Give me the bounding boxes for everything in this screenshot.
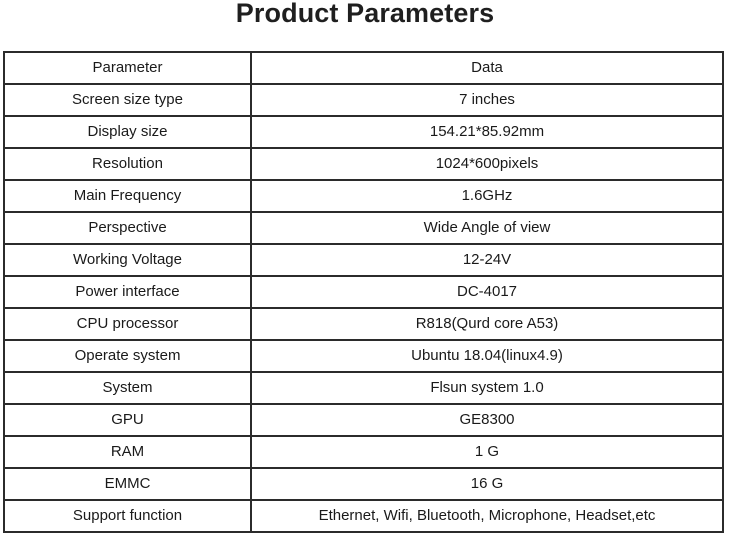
- table-row: RAM 1 G: [3, 435, 724, 469]
- row-value: 12-24V: [250, 243, 724, 277]
- page-title: Product Parameters: [235, 0, 495, 28]
- row-value: 16 G: [250, 467, 724, 501]
- row-label: GPU: [3, 403, 252, 437]
- column-header-data: Data: [250, 51, 724, 85]
- table-row: System Flsun system 1.0: [3, 371, 724, 405]
- row-label: Perspective: [3, 211, 252, 245]
- table-header-row: Parameter Data: [3, 51, 724, 85]
- table-row: GPU GE8300: [3, 403, 724, 437]
- table-row: Resolution 1024*600pixels: [3, 147, 724, 181]
- row-label: Main Frequency: [3, 179, 252, 213]
- column-header-parameter: Parameter: [3, 51, 252, 85]
- row-label: System: [3, 371, 252, 405]
- row-label: EMMC: [3, 467, 252, 501]
- table-body: Parameter Data Screen size type 7 inches…: [3, 51, 724, 533]
- table-row: EMMC 16 G: [3, 467, 724, 501]
- row-label: CPU processor: [3, 307, 252, 341]
- row-value: 154.21*85.92mm: [250, 115, 724, 149]
- table-row: Screen size type 7 inches: [3, 83, 724, 117]
- row-value: Flsun system 1.0: [250, 371, 724, 405]
- row-label: Working Voltage: [3, 243, 252, 277]
- row-value: Ubuntu 18.04(linux4.9): [250, 339, 724, 373]
- table-row: Display size 154.21*85.92mm: [3, 115, 724, 149]
- row-value: 1024*600pixels: [250, 147, 724, 181]
- product-parameters-table: Parameter Data Screen size type 7 inches…: [3, 51, 724, 533]
- row-label: Display size: [3, 115, 252, 149]
- row-label: Power interface: [3, 275, 252, 309]
- row-value: 1.6GHz: [250, 179, 724, 213]
- row-value: GE8300: [250, 403, 724, 437]
- table-row: Support function Ethernet, Wifi, Bluetoo…: [3, 499, 724, 533]
- table-row: Working Voltage 12-24V: [3, 243, 724, 277]
- table-row: CPU processor R818(Qurd core A53): [3, 307, 724, 341]
- row-label: Operate system: [3, 339, 252, 373]
- row-value: R818(Qurd core A53): [250, 307, 724, 341]
- row-label: RAM: [3, 435, 252, 469]
- row-value: 7 inches: [250, 83, 724, 117]
- row-value: DC-4017: [250, 275, 724, 309]
- table-row: Operate system Ubuntu 18.04(linux4.9): [3, 339, 724, 373]
- row-label: Support function: [3, 499, 252, 533]
- row-value: Wide Angle of view: [250, 211, 724, 245]
- row-value: 1 G: [250, 435, 724, 469]
- row-value: Ethernet, Wifi, Bluetooth, Microphone, H…: [250, 499, 724, 533]
- row-label: Resolution: [3, 147, 252, 181]
- table-row: Power interface DC-4017: [3, 275, 724, 309]
- row-label: Screen size type: [3, 83, 252, 117]
- table-row: Perspective Wide Angle of view: [3, 211, 724, 245]
- table-row: Main Frequency 1.6GHz: [3, 179, 724, 213]
